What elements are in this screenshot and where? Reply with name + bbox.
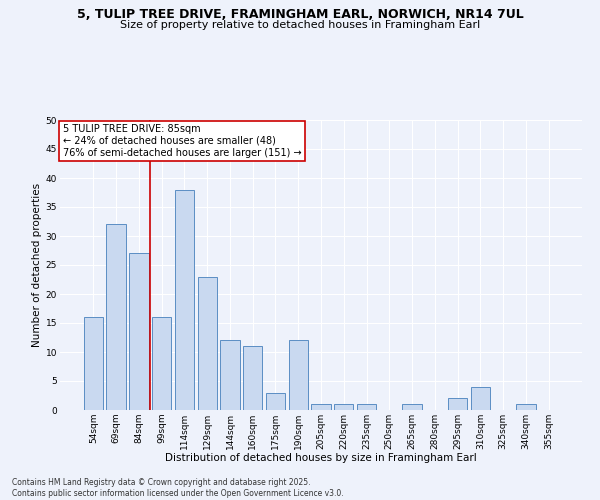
Bar	[266, 392, 285, 410]
Bar	[84, 317, 103, 410]
Bar	[516, 404, 536, 410]
Text: Contains HM Land Registry data © Crown copyright and database right 2025.
Contai: Contains HM Land Registry data © Crown c…	[12, 478, 344, 498]
Bar	[220, 340, 239, 410]
Text: 5 TULIP TREE DRIVE: 85sqm
← 24% of detached houses are smaller (48)
76% of semi-: 5 TULIP TREE DRIVE: 85sqm ← 24% of detac…	[62, 124, 301, 158]
Bar	[448, 398, 467, 410]
Bar	[311, 404, 331, 410]
Bar	[129, 254, 149, 410]
Bar	[403, 404, 422, 410]
Bar	[289, 340, 308, 410]
Bar	[334, 404, 353, 410]
Bar	[106, 224, 126, 410]
Bar	[357, 404, 376, 410]
Y-axis label: Number of detached properties: Number of detached properties	[32, 183, 41, 347]
Bar	[243, 346, 262, 410]
Bar	[470, 387, 490, 410]
Bar	[152, 317, 172, 410]
Bar	[197, 276, 217, 410]
X-axis label: Distribution of detached houses by size in Framingham Earl: Distribution of detached houses by size …	[165, 454, 477, 464]
Bar	[175, 190, 194, 410]
Text: Size of property relative to detached houses in Framingham Earl: Size of property relative to detached ho…	[120, 20, 480, 30]
Text: 5, TULIP TREE DRIVE, FRAMINGHAM EARL, NORWICH, NR14 7UL: 5, TULIP TREE DRIVE, FRAMINGHAM EARL, NO…	[77, 8, 523, 20]
